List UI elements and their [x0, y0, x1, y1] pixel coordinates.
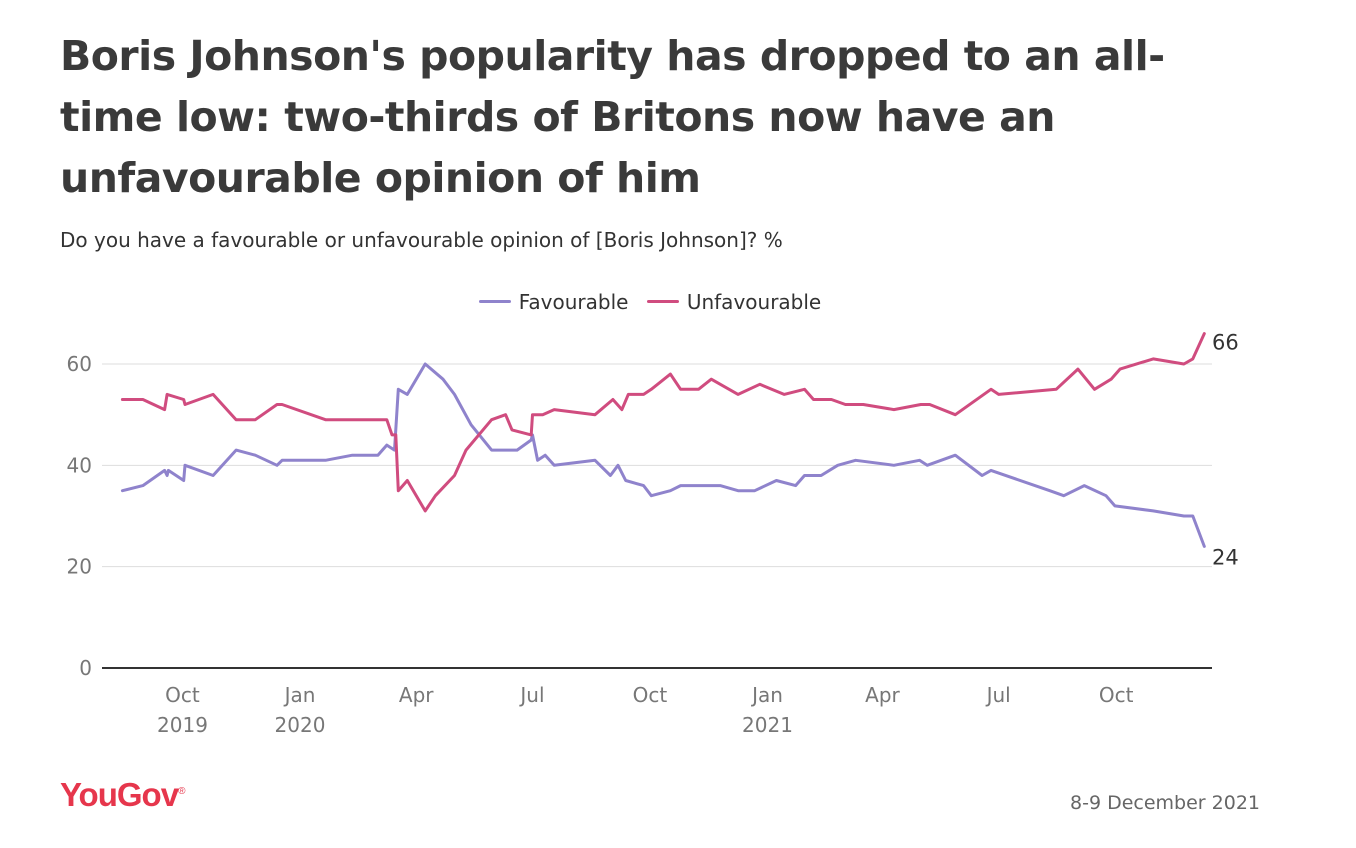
- y-tick-label-40: 40: [67, 453, 92, 477]
- legend-swatch-favourable: [478, 300, 511, 303]
- x-tick-label-4: Oct: [633, 683, 668, 707]
- chart-title: Boris Johnson's popularity has dropped t…: [60, 32, 1165, 202]
- legend-swatch-unfavourable: [646, 300, 679, 303]
- logo-text: YouGov: [60, 776, 179, 813]
- legend-item-unfavourable[interactable]: Unfavourable: [646, 289, 822, 314]
- end-label-unfavourable: 66: [1212, 331, 1239, 355]
- x-tick-label-7: Jul: [985, 683, 1011, 707]
- x-tick-year-0: 2019: [157, 713, 208, 737]
- chart-subtitle: Do you have a favourable or unfavourable…: [60, 228, 783, 252]
- legend-item-favourable[interactable]: Favourable: [478, 289, 629, 314]
- series-line-favourable: [120, 362, 1206, 548]
- x-tick-year-5: 2021: [742, 713, 793, 737]
- x-tick-label-1: Jan: [283, 683, 316, 707]
- x-tick-year-1: 2020: [275, 713, 326, 737]
- line-chart: 0 20 40 60 Oct 2019 Jan 2020 Apr Jul Oct Jan 2021 Apr…: [67, 331, 1239, 737]
- series-line-unfavourable: [120, 332, 1206, 513]
- x-tick-label-8: Oct: [1099, 683, 1134, 707]
- legend: Favourable Unfavourable: [0, 284, 1300, 314]
- legend-label-favourable: Favourable: [518, 289, 629, 314]
- x-tick-label-3: Jul: [518, 683, 544, 707]
- x-tick-label-0: Oct: [165, 683, 200, 707]
- survey-date: 8-9 December 2021: [1070, 792, 1260, 814]
- end-label-favourable: 24: [1212, 545, 1239, 569]
- x-tick-label-5: Jan: [750, 683, 783, 707]
- y-tick-label-0: 0: [79, 656, 92, 680]
- x-tick-label-6: Apr: [865, 683, 900, 707]
- y-tick-label-20: 20: [67, 555, 92, 579]
- yougov-logo: YouGov®: [60, 776, 186, 813]
- x-tick-label-2: Apr: [399, 683, 434, 707]
- legend-label-unfavourable: Unfavourable: [686, 289, 822, 314]
- y-tick-label-60: 60: [67, 352, 92, 376]
